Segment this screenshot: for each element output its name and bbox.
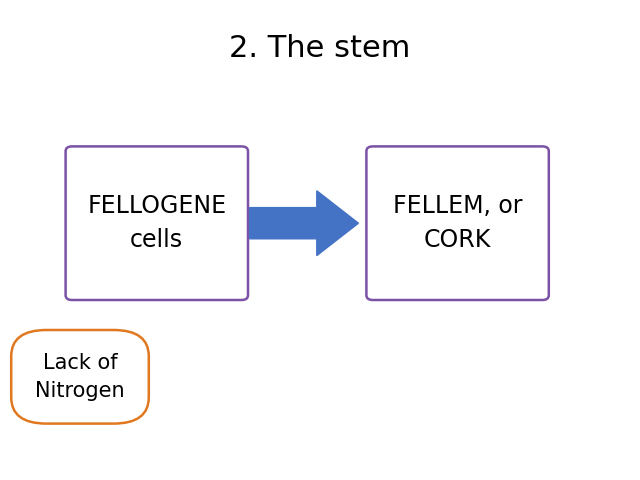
FancyBboxPatch shape (366, 146, 548, 300)
Text: Lack of
Nitrogen: Lack of Nitrogen (35, 353, 125, 401)
Text: FELLOGENE
cells: FELLOGENE cells (87, 194, 227, 252)
Text: FELLEM, or
CORK: FELLEM, or CORK (393, 194, 522, 252)
Text: 2. The stem: 2. The stem (229, 34, 411, 62)
Polygon shape (250, 191, 358, 255)
FancyBboxPatch shape (12, 330, 148, 424)
FancyBboxPatch shape (66, 146, 248, 300)
